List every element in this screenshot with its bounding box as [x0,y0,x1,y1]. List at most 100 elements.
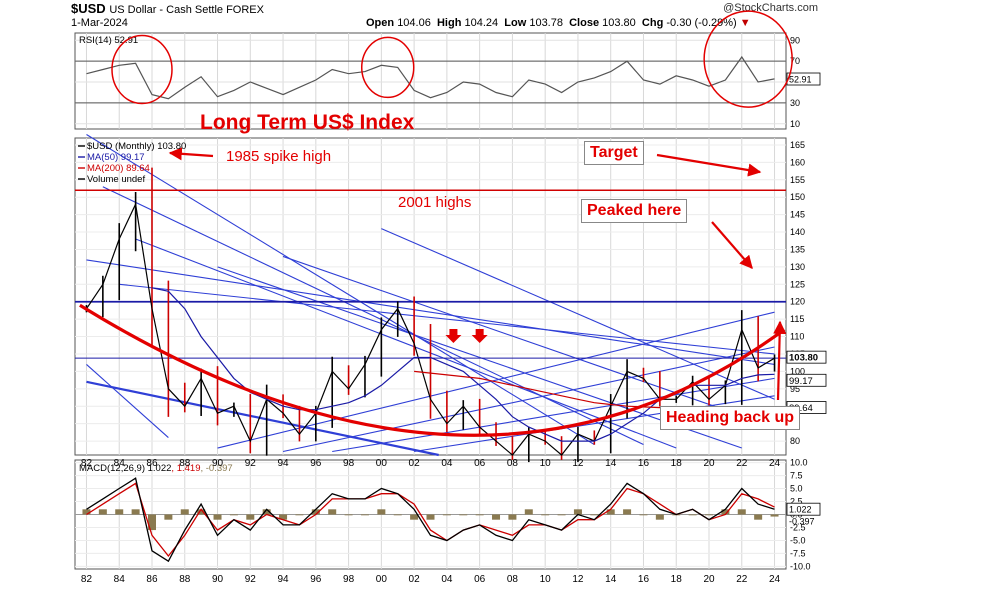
open-value: 104.06 [397,17,431,29]
x-tick-label-price: 06 [474,458,486,469]
annotation-title: Long Term US$ Index [200,111,415,134]
macd-histogram-bar [393,514,402,516]
ma200-legend: MA(200) 89.64 [87,163,150,174]
macd-legend-part-0: MACD(12,26,9) [79,463,145,474]
ohlc-readout: Open 104.06 High 104.24 Low 103.78 Close… [366,17,751,29]
macd-histogram-bar [426,514,435,520]
x-tick-label-price: 88 [179,458,191,469]
macd-value-box [786,502,821,516]
low-label: Low [504,17,527,29]
symbol: $USD [71,1,106,16]
macd-legend-part-2: , 1.419 [171,463,200,474]
x-tick-label-price: 08 [507,458,519,469]
macd-histogram-bar [311,509,320,515]
macd-histogram-value-label: -0.397 [789,517,815,527]
macd-histogram-bar [213,514,222,520]
symbol-description: US Dollar - Cash Settle FOREX [109,4,264,16]
macd-histogram-bar [180,509,189,515]
macd-histogram-bar [410,514,419,520]
x-tick-label-macd: 98 [343,574,355,585]
price-value-label: 103.80 [789,353,818,364]
x-tick-label-price: 96 [310,458,322,469]
ma50-value-label: 99.17 [789,376,813,387]
macd-histogram-bar [508,514,517,520]
x-tick-label-macd: 90 [212,574,224,585]
x-tick-label-macd: 24 [769,574,781,585]
x-tick-label-macd: 92 [245,574,257,585]
open-label: Open [366,17,395,29]
x-tick-label-price: 24 [769,458,781,469]
rsi-tick-label: 10 [790,119,800,129]
rsi-highlight-circle [111,34,173,105]
macd-signal-line [86,482,775,558]
x-tick-label-price: 92 [245,458,257,469]
x-tick-label-macd: 18 [671,574,683,585]
macd-histogram-bar [197,509,206,515]
trendline [135,238,677,449]
macd-line [86,477,775,563]
down-arrow-marker [445,329,462,343]
x-tick-label-price: 04 [441,458,453,469]
trendline [86,364,169,438]
annotation-2001-highs: 2001 highs [398,194,472,211]
macd-tick-label: 5.0 [790,484,803,494]
trendline [86,259,775,365]
macd-tick-label: -10.0 [790,561,811,571]
x-tick-label-price: 20 [703,458,715,469]
rsi-tick-label: 30 [790,98,800,108]
down-arrow-icon: ▼ [739,17,751,29]
macd-histogram-bar [229,514,238,516]
x-tick-label-price: 16 [638,458,650,469]
macd-tick-label: -2.5 [790,522,806,532]
annotation-peaked: Peaked here [581,199,688,223]
x-tick-label-macd: 84 [114,574,126,585]
x-tick-label-price: 84 [114,458,126,469]
rsi-last-value-label: 52.91 [789,75,812,85]
rsi-tick-label: 90 [790,35,800,45]
macd-tick-label: 10.0 [790,458,808,468]
macd-histogram-bar [623,509,632,515]
price-tick-label: 155 [790,175,805,185]
macd-histogram-bar [705,514,714,516]
macd-histogram-bar [164,514,173,520]
macd-tick-label: 7.5 [790,471,803,481]
rsi-line [86,55,775,100]
high-label: High [436,17,462,29]
x-tick-label-macd: 96 [310,574,322,585]
x-tick-label-macd: 02 [409,574,421,585]
macd-histogram-bar [541,514,550,516]
price-value-label-box [786,350,827,364]
macd-legend: MACD(12,26,9) 1.022, 1.419, -0.397 [79,463,233,474]
macd-histogram-bar [147,514,156,531]
macd-histogram-bar [655,514,664,520]
macd-histogram-bar [639,514,648,516]
price-legend: $USD (Monthly) 103.80 [87,141,186,152]
macd-legend-part-3: , -0.397 [200,463,232,474]
rsi-frame [74,32,787,130]
macd-histogram-bar [131,509,140,515]
macd-histogram-bar [246,514,255,520]
chart-header-symbol: $USD US Dollar - Cash Settle FOREX [71,1,264,16]
macd-histogram-bar [721,509,730,515]
x-tick-label-price: 00 [376,458,388,469]
price-tick-label: 95 [790,384,800,394]
macd-tick-label: 2.5 [790,497,803,507]
down-arrow-marker [471,329,488,343]
trendline [217,311,775,449]
trendline [414,395,775,453]
x-tick-label-price: 18 [671,458,683,469]
price-tick-label: 135 [790,244,805,254]
macd-histogram-bar [82,509,91,515]
volume-legend: Volume undef [87,174,145,185]
macd-histogram-bar [688,514,697,516]
trendline [119,283,775,355]
trendline [381,228,775,400]
macd-histogram-bar [475,514,484,516]
annotation-arrow [711,221,753,269]
macd-legend-part-1: 1.022 [145,463,171,474]
x-tick-label-price: 22 [736,458,748,469]
price-tick-label: 110 [790,332,804,342]
ma50-legend: MA(50) 99.17 [87,152,145,163]
rsi-last-value-box [786,72,821,86]
